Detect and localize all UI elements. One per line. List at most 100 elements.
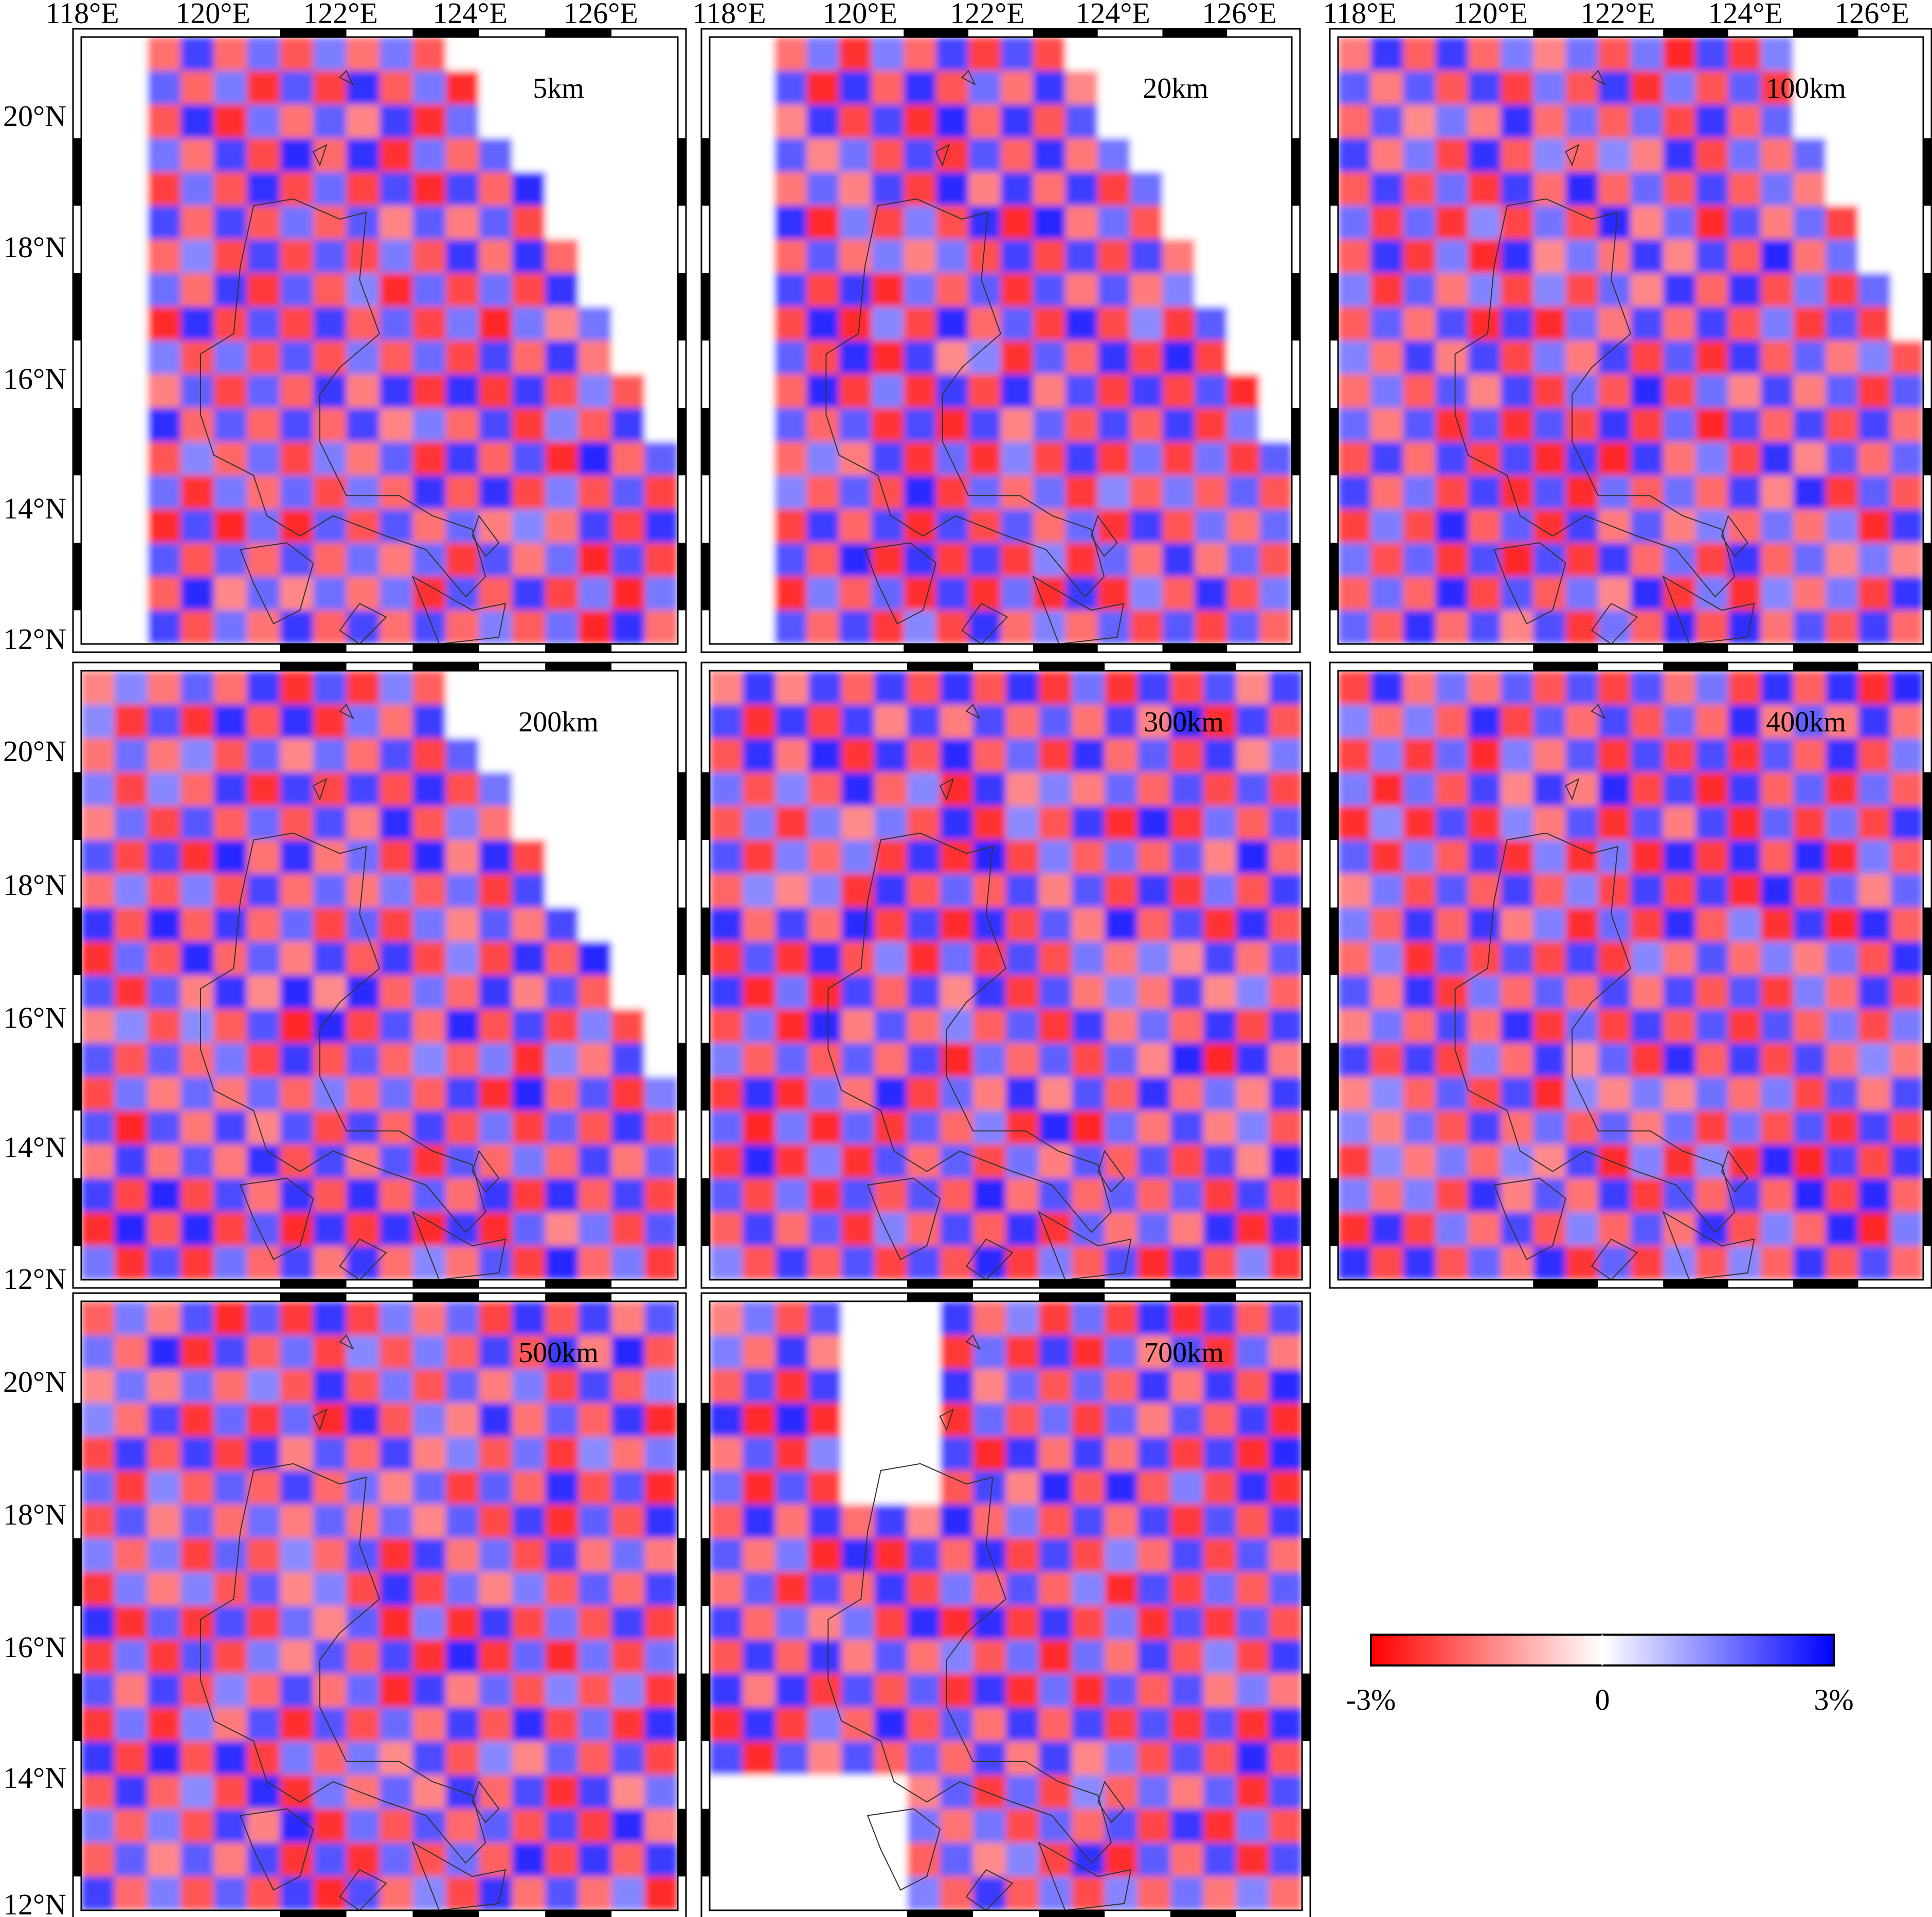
- anomaly-cell: [1728, 239, 1761, 273]
- anomaly-cell: [1826, 1110, 1858, 1144]
- anomaly-cell: [1039, 1572, 1072, 1606]
- anomaly-cell: [247, 1110, 280, 1144]
- anomaly-cell: [1170, 1144, 1203, 1178]
- anomaly-cell: [1338, 772, 1371, 807]
- anomaly-cell: [808, 1369, 841, 1403]
- anomaly-cell: [512, 1707, 546, 1742]
- anomaly-cell: [1001, 341, 1033, 374]
- anomaly-cell: [313, 610, 347, 644]
- anomaly-cell: [1728, 738, 1761, 773]
- anomaly-cell: [445, 273, 479, 307]
- anomaly-cell: [904, 441, 936, 476]
- anomaly-cell: [247, 1775, 280, 1809]
- velocity-anomaly-field: [81, 671, 678, 1280]
- anomaly-cell: [1695, 104, 1728, 138]
- anomaly-cell: [806, 104, 839, 138]
- anomaly-cell: [1338, 907, 1371, 942]
- anomaly-cell: [1760, 205, 1794, 240]
- anomaly-cell: [1533, 975, 1566, 1009]
- anomaly-cell: [1072, 1707, 1105, 1742]
- anomaly-cell: [1435, 1212, 1468, 1246]
- anomaly-cell: [545, 907, 579, 942]
- anomaly-cell: [1793, 205, 1826, 240]
- coastline: [1454, 704, 1755, 1280]
- anomaly-cell: [578, 1077, 612, 1111]
- anomaly-cell: [1137, 1470, 1170, 1504]
- anomaly-cell: [346, 1707, 380, 1742]
- anomaly-cell: [904, 70, 936, 105]
- anomaly-cell: [1435, 839, 1468, 874]
- anomaly-cell: [1105, 1741, 1137, 1775]
- anomaly-cell: [874, 1110, 907, 1144]
- anomaly-cell: [644, 610, 678, 644]
- coastline-path: [827, 832, 1112, 1233]
- anomaly-cell: [1760, 704, 1794, 739]
- anomaly-cell: [147, 1741, 181, 1775]
- anomaly-cell: [1858, 509, 1891, 543]
- anomaly-cell: [147, 37, 181, 71]
- anomaly-cell: [743, 1369, 775, 1403]
- anomaly-cell: [346, 1301, 380, 1335]
- lat-label: 16°N: [3, 1631, 66, 1664]
- anomaly-cell: [1728, 772, 1761, 807]
- velocity-anomaly-field: [710, 37, 1292, 644]
- anomaly-cell: [808, 975, 841, 1009]
- lon-label: 126°E: [1202, 0, 1277, 30]
- anomaly-cell: [775, 1178, 808, 1212]
- anomaly-cell: [280, 1369, 314, 1403]
- anomaly-cell: [213, 772, 247, 807]
- anomaly-cell: [1533, 273, 1566, 307]
- anomaly-cell: [1858, 441, 1891, 476]
- anomaly-cell: [346, 1470, 380, 1504]
- anomaly-cell: [1039, 704, 1072, 739]
- anomaly-cell: [1728, 704, 1761, 739]
- anomaly-cell: [1105, 806, 1137, 840]
- anomaly-cell: [412, 610, 446, 644]
- anomaly-cell: [445, 1335, 479, 1369]
- anomaly-cell: [412, 341, 446, 374]
- anomaly-cell: [1533, 341, 1566, 374]
- anomaly-cell: [147, 738, 181, 773]
- anomaly-cell: [346, 941, 380, 975]
- anomaly-cell: [1236, 1178, 1269, 1212]
- anomaly-cell: [412, 1538, 446, 1572]
- anomaly-cell: [1695, 341, 1728, 374]
- anomaly-cell: [1033, 205, 1066, 240]
- anomaly-cell: [1403, 104, 1436, 138]
- anomaly-cell: [479, 1043, 512, 1077]
- anomaly-cell: [1501, 307, 1533, 341]
- anomaly-cell: [1403, 239, 1436, 273]
- lat-label: 16°N: [3, 362, 66, 396]
- anomaly-cell: [247, 1144, 280, 1178]
- lon-label: 118°E: [1323, 0, 1396, 30]
- anomaly-cell: [1890, 975, 1923, 1009]
- anomaly-cell: [1269, 1606, 1302, 1640]
- anomaly-cell: [445, 1437, 479, 1471]
- anomaly-cell: [512, 441, 546, 476]
- anomaly-cell: [213, 1707, 247, 1742]
- anomaly-cell: [775, 941, 808, 975]
- anomaly-cell: [1435, 1009, 1468, 1043]
- anomaly-cell: [545, 239, 579, 273]
- anomaly-cell: [1565, 839, 1598, 874]
- anomaly-cell: [1006, 1301, 1039, 1335]
- anomaly-cell: [1227, 475, 1260, 509]
- anomaly-cell: [1403, 1077, 1436, 1111]
- anomaly-cell: [973, 839, 1006, 874]
- anomaly-cell: [1631, 576, 1664, 611]
- anomaly-cell: [1468, 1009, 1501, 1043]
- anomaly-cell: [1203, 1212, 1236, 1246]
- anomaly-cell: [280, 205, 314, 240]
- anomaly-cell: [968, 104, 1001, 138]
- anomaly-cell: [1435, 273, 1468, 307]
- anomaly-cell: [904, 610, 936, 644]
- lat-label: 14°N: [3, 1131, 66, 1164]
- map-frame: [1329, 28, 1932, 653]
- anomaly-cell: [1370, 1246, 1403, 1280]
- anomaly-cell: [1097, 408, 1130, 442]
- anomaly-cell: [313, 1572, 347, 1606]
- anomaly-cell: [412, 1178, 446, 1212]
- anomaly-cell: [775, 671, 808, 705]
- anomaly-cell: [1137, 1876, 1170, 1910]
- anomaly-cell: [940, 1077, 973, 1111]
